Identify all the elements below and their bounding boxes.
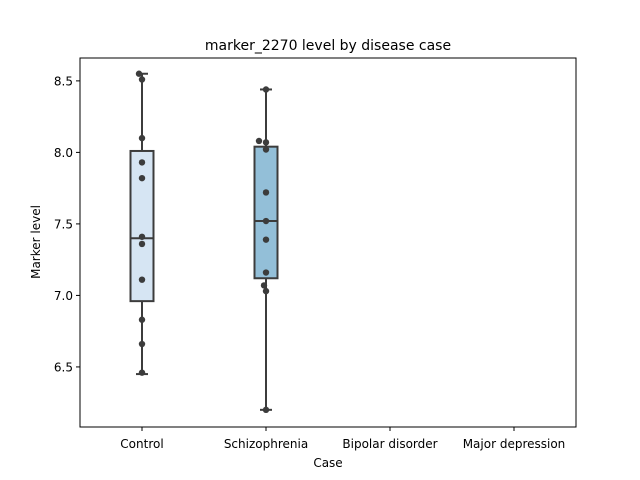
data-point	[138, 174, 146, 182]
data-point	[138, 340, 146, 348]
data-point	[262, 146, 270, 153]
box-control	[129, 70, 155, 376]
data-point	[138, 369, 146, 376]
data-point	[135, 70, 143, 77]
data-point	[262, 189, 270, 196]
data-point	[255, 137, 263, 145]
data-point	[138, 276, 146, 283]
data-point	[138, 240, 146, 248]
x-tick-label: Bipolar disorder	[342, 437, 437, 451]
data-point	[138, 233, 146, 240]
y-axis-label: Marker level	[29, 205, 43, 279]
data-point	[262, 406, 270, 414]
x-axis-label: Case	[313, 456, 342, 470]
data-point	[262, 217, 270, 225]
box-iqr	[129, 149, 155, 303]
y-tick-label: 8.5	[54, 74, 73, 88]
chart-title: marker_2270 level by disease case	[205, 38, 451, 54]
data-point	[138, 76, 146, 83]
axes-frame	[79, 57, 577, 428]
data-point	[262, 86, 270, 93]
data-point	[262, 269, 270, 276]
box-schizophrenia	[253, 86, 279, 414]
data-point	[138, 159, 146, 166]
data-point	[260, 282, 268, 289]
data-point	[262, 236, 270, 243]
x-tick-label: Control	[120, 437, 163, 451]
data-point	[262, 287, 270, 295]
y-tick-label: 8.0	[54, 146, 73, 160]
x-tick-label: Major depression	[463, 437, 566, 451]
x-axis: Control Schizophrenia Bipolar disorder Majo…	[120, 427, 565, 451]
box-iqr	[253, 145, 279, 280]
y-tick-label: 6.5	[54, 360, 73, 374]
data-point	[138, 134, 146, 142]
y-axis: 6.5 7.0 7.5 8.0 8.5	[54, 74, 80, 374]
x-tick-label: Schizophrenia	[224, 437, 308, 451]
y-tick-label: 7.0	[54, 289, 73, 303]
plot-area	[129, 70, 279, 414]
y-tick-label: 7.5	[54, 217, 73, 231]
data-point	[262, 139, 270, 146]
data-point	[138, 316, 146, 323]
